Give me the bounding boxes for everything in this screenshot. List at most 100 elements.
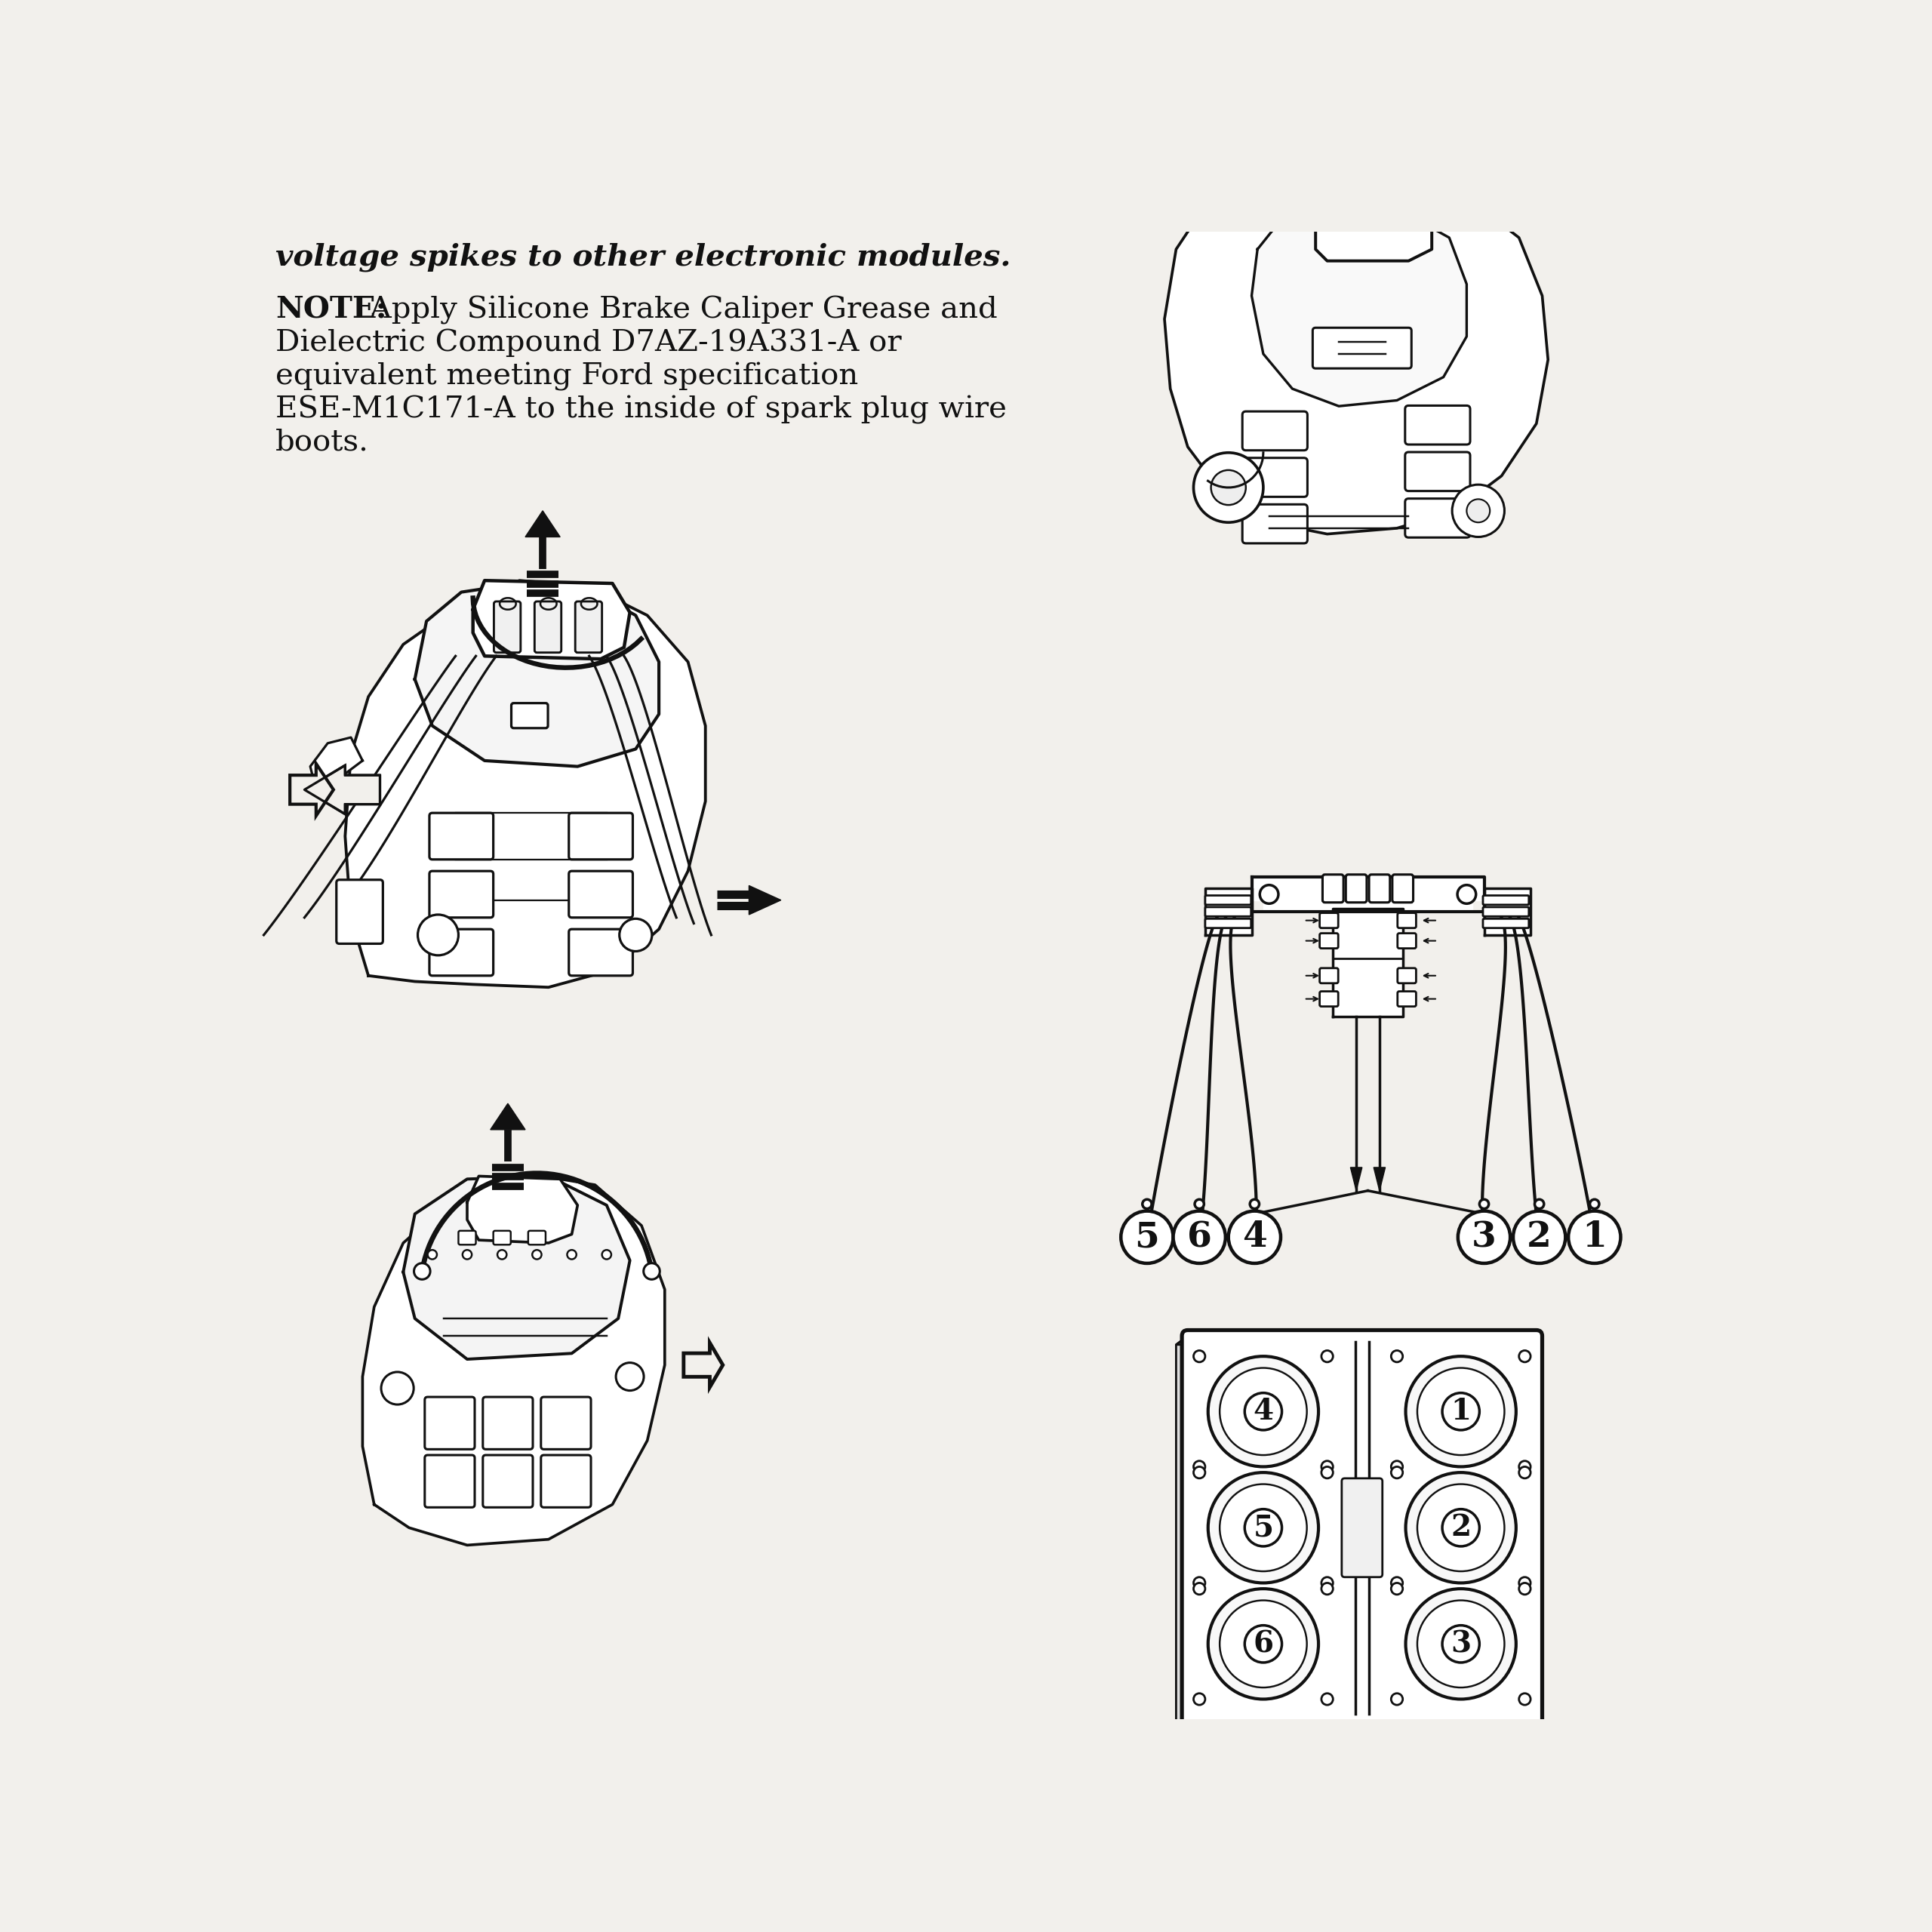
Circle shape [1142,1200,1151,1209]
FancyBboxPatch shape [1206,920,1252,927]
Circle shape [1244,1393,1281,1430]
Polygon shape [415,583,659,767]
FancyBboxPatch shape [1397,914,1416,927]
FancyBboxPatch shape [1320,968,1339,983]
Circle shape [1321,1692,1333,1704]
FancyBboxPatch shape [458,1231,475,1244]
FancyBboxPatch shape [1397,991,1416,1007]
FancyBboxPatch shape [1312,328,1412,369]
Circle shape [1519,1692,1530,1704]
Circle shape [413,1264,431,1279]
FancyBboxPatch shape [1242,458,1308,497]
Polygon shape [491,1103,526,1130]
Circle shape [1194,1461,1206,1472]
Text: boots.: boots. [276,429,369,456]
FancyBboxPatch shape [535,601,562,653]
FancyBboxPatch shape [1242,504,1308,543]
FancyBboxPatch shape [1484,908,1528,916]
Text: 1: 1 [1451,1397,1470,1426]
Polygon shape [750,885,781,914]
Circle shape [1391,1350,1403,1362]
FancyBboxPatch shape [541,1455,591,1507]
Polygon shape [1484,889,1530,935]
Circle shape [1391,1582,1403,1594]
Polygon shape [526,510,560,537]
FancyBboxPatch shape [1484,895,1528,904]
Circle shape [603,1250,611,1260]
Circle shape [1391,1461,1403,1472]
Circle shape [462,1250,471,1260]
Circle shape [1391,1577,1403,1588]
Circle shape [1453,485,1505,537]
Polygon shape [363,1173,665,1546]
FancyBboxPatch shape [1320,914,1339,927]
FancyBboxPatch shape [1320,933,1339,949]
Circle shape [1519,1350,1530,1362]
FancyBboxPatch shape [1206,895,1252,904]
Polygon shape [1374,1167,1385,1190]
Circle shape [1244,1509,1281,1546]
Circle shape [1260,885,1279,904]
Circle shape [497,1250,506,1260]
Text: 3: 3 [1472,1219,1497,1254]
Polygon shape [1252,877,1484,912]
Circle shape [1250,1200,1260,1209]
FancyBboxPatch shape [568,871,634,918]
FancyBboxPatch shape [425,1455,475,1507]
Circle shape [1219,1484,1306,1571]
Polygon shape [1177,1335,1188,1729]
Circle shape [1534,1200,1544,1209]
FancyBboxPatch shape [1397,933,1416,949]
Circle shape [643,1264,661,1279]
FancyBboxPatch shape [1347,875,1366,902]
Text: 3: 3 [1451,1629,1470,1658]
Circle shape [1208,1472,1318,1582]
Circle shape [1457,885,1476,904]
Polygon shape [468,1177,578,1242]
Circle shape [1443,1393,1480,1430]
Circle shape [1443,1509,1480,1546]
FancyBboxPatch shape [1405,452,1470,491]
Circle shape [381,1372,413,1405]
Text: 5: 5 [1254,1513,1273,1542]
Polygon shape [1177,1335,1536,1345]
Polygon shape [346,580,705,987]
Circle shape [1418,1484,1505,1571]
FancyBboxPatch shape [1341,1478,1383,1577]
Polygon shape [290,763,334,815]
Circle shape [1229,1211,1281,1264]
Polygon shape [1206,889,1252,935]
FancyBboxPatch shape [568,813,634,860]
Circle shape [1418,1600,1505,1687]
Circle shape [1443,1625,1480,1663]
Polygon shape [1350,1167,1362,1190]
Polygon shape [1252,203,1466,406]
Circle shape [1194,452,1264,522]
Circle shape [1321,1466,1333,1478]
FancyBboxPatch shape [429,929,493,976]
Circle shape [620,920,651,951]
Circle shape [1244,1625,1281,1663]
FancyBboxPatch shape [1370,875,1389,902]
Circle shape [1194,1582,1206,1594]
Circle shape [568,1250,576,1260]
FancyBboxPatch shape [541,1397,591,1449]
FancyBboxPatch shape [493,1231,510,1244]
Circle shape [1194,1692,1206,1704]
Circle shape [1194,1466,1206,1478]
FancyBboxPatch shape [1484,920,1528,927]
Polygon shape [1333,908,1403,1016]
Text: 6: 6 [1186,1219,1211,1254]
Text: 4: 4 [1254,1397,1273,1426]
FancyBboxPatch shape [568,929,634,976]
FancyBboxPatch shape [483,1397,533,1449]
FancyBboxPatch shape [1320,991,1339,1007]
Circle shape [417,914,458,954]
Text: equivalent meeting Ford specification: equivalent meeting Ford specification [276,361,858,390]
Circle shape [427,1250,437,1260]
Circle shape [1519,1466,1530,1478]
FancyBboxPatch shape [336,879,383,943]
Text: 4: 4 [1242,1219,1267,1254]
Circle shape [1219,1600,1306,1687]
Polygon shape [684,1343,723,1387]
